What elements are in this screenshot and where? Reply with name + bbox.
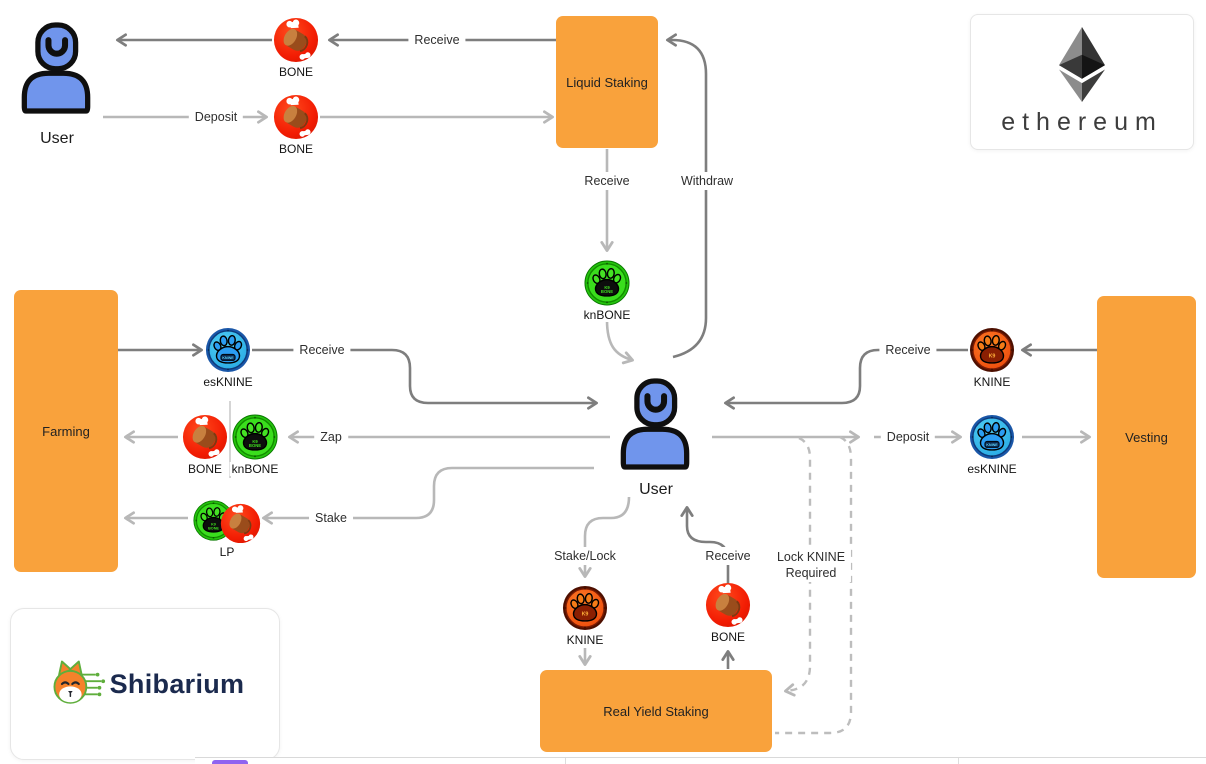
token-label: KNINE bbox=[564, 633, 606, 647]
token-label: knBONE bbox=[229, 462, 281, 476]
edge-label-lock-knine-required: Lock KNINE Required bbox=[770, 548, 852, 582]
node-label: Real Yield Staking bbox=[603, 703, 709, 719]
edge-label-deposit-top: Deposit bbox=[188, 108, 244, 126]
node-liquid-staking: Liquid Staking bbox=[556, 16, 658, 148]
token-label: BONE bbox=[276, 65, 316, 79]
token-label: KNINE bbox=[971, 375, 1013, 389]
node-real-yield-staking: Real Yield Staking bbox=[540, 670, 772, 752]
user-center-label: User bbox=[639, 481, 673, 498]
edge-label-stake-lock: Stake/Lock bbox=[548, 547, 622, 565]
bone-icon bbox=[273, 17, 319, 63]
edge-label-deposit-vesting: Deposit bbox=[880, 428, 936, 446]
lp-icon bbox=[193, 500, 261, 543]
bone-icon bbox=[273, 94, 319, 140]
edge-label-receive-vesting: Receive bbox=[879, 341, 937, 359]
token-knine-vesting: KNINE bbox=[969, 327, 1015, 389]
user-top bbox=[16, 22, 96, 119]
knine-icon bbox=[562, 585, 608, 631]
token-knine-staking: KNINE bbox=[562, 585, 608, 647]
node-vesting: Vesting bbox=[1097, 296, 1196, 578]
edge-label-receive-farming: Receive bbox=[293, 341, 351, 359]
token-bone-deposit-top: BONE bbox=[273, 94, 319, 156]
lock-knine-line1: Lock KNINE bbox=[776, 550, 846, 564]
token-bone-zap: BONE bbox=[182, 414, 228, 476]
knbone-icon bbox=[232, 414, 278, 460]
token-label: knBONE bbox=[581, 308, 633, 322]
shibarium-logo-icon bbox=[53, 660, 105, 704]
token-label: LP bbox=[217, 545, 237, 559]
knbone-icon bbox=[584, 260, 630, 306]
token-lp-stake: LP bbox=[192, 497, 262, 559]
node-farming: Farming bbox=[14, 290, 118, 572]
legend-divider bbox=[565, 758, 566, 764]
edge-label-receive-liquid: Receive bbox=[578, 172, 636, 190]
token-bone-receive-top: BONE bbox=[273, 17, 319, 79]
edge-label-stake: Stake bbox=[309, 509, 353, 527]
node-label: Vesting bbox=[1125, 429, 1168, 445]
node-label: Liquid Staking bbox=[566, 74, 648, 90]
user-top-label: User bbox=[40, 130, 74, 147]
ethereum-card: ethereum bbox=[970, 14, 1194, 150]
node-label: Farming bbox=[42, 423, 90, 439]
esknine-icon bbox=[205, 327, 251, 373]
token-label: BONE bbox=[185, 462, 225, 476]
edge-label-withdraw: Withdraw bbox=[674, 172, 740, 190]
bone-icon bbox=[705, 582, 751, 628]
esknine-icon bbox=[969, 414, 1015, 460]
bone-icon bbox=[182, 414, 228, 460]
token-bone-staking: BONE bbox=[705, 582, 751, 644]
token-esknine-vesting: esKNINE bbox=[965, 414, 1019, 476]
legend-pill bbox=[212, 760, 248, 764]
user-center bbox=[615, 378, 695, 475]
token-knbone-liquid: knBONE bbox=[581, 260, 633, 322]
ethereum-logo-icon bbox=[1059, 27, 1105, 102]
legend-divider bbox=[958, 758, 959, 764]
edge-label-zap: Zap bbox=[314, 428, 348, 446]
knine-icon bbox=[969, 327, 1015, 373]
user-icon bbox=[615, 378, 695, 470]
legend-strip bbox=[195, 757, 1206, 764]
token-label: BONE bbox=[276, 142, 316, 156]
token-esknine-farming: esKNINE bbox=[201, 327, 255, 389]
shibarium-wordmark: Shibarium bbox=[109, 668, 245, 699]
token-label: BONE bbox=[708, 630, 748, 644]
shibarium-card: Shibarium bbox=[10, 608, 280, 760]
edge-label-receive-top: Receive bbox=[408, 31, 466, 49]
token-label: esKNINE bbox=[201, 375, 255, 389]
token-label: esKNINE bbox=[965, 462, 1019, 476]
edge-label-receive-staking: Receive bbox=[699, 547, 757, 565]
user-icon bbox=[16, 22, 96, 114]
ethereum-wordmark: ethereum bbox=[1001, 108, 1163, 136]
token-knbone-zap: knBONE bbox=[229, 414, 281, 476]
lock-knine-line2: Required bbox=[785, 566, 837, 580]
